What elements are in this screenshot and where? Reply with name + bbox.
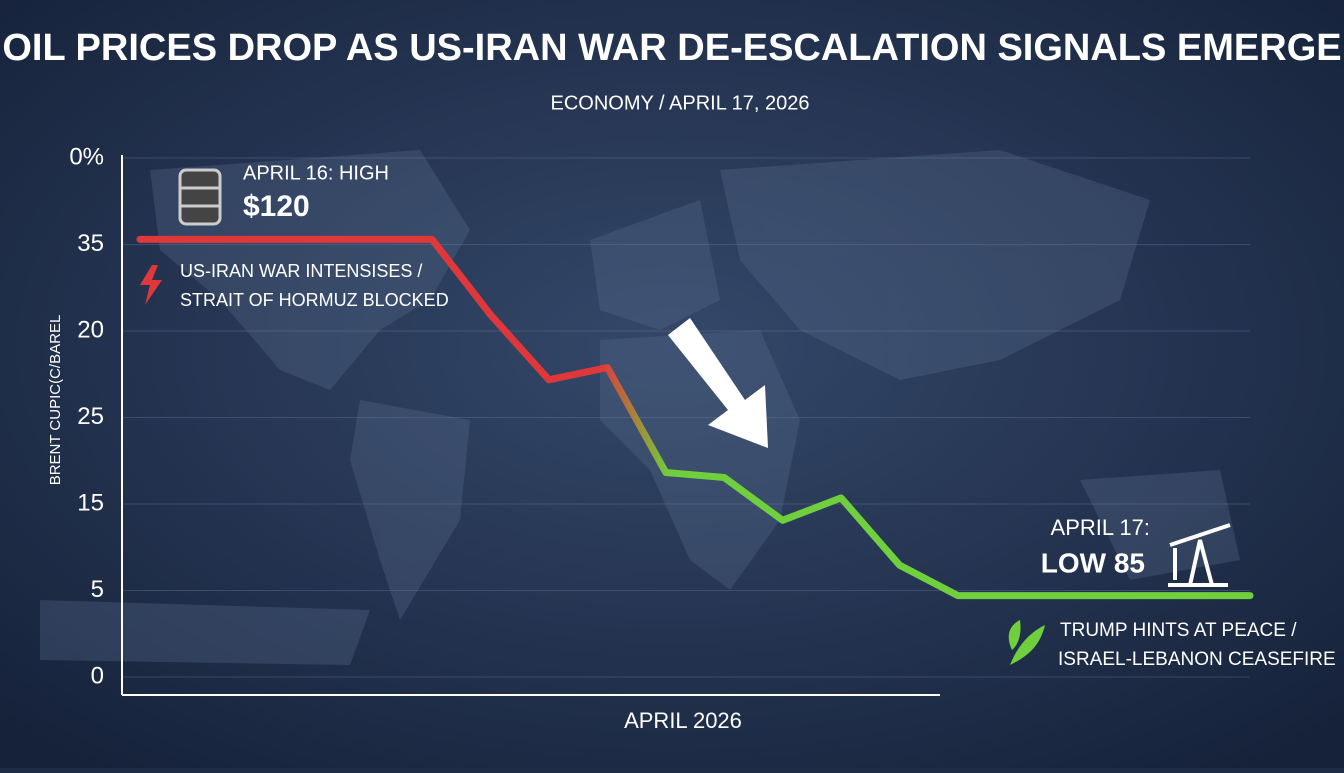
annotation: $120 xyxy=(243,190,310,223)
y-tick-label: 15 xyxy=(77,489,104,516)
annotation: APRIL 17: xyxy=(1051,515,1150,540)
annotation: APRIL 16: HIGH xyxy=(243,162,389,184)
leaf-icon xyxy=(1008,620,1045,665)
y-tick-label: 25 xyxy=(77,403,104,430)
y-tick-label: 0% xyxy=(69,143,104,170)
annotation: ISRAEL-LEBANON CEASEFIRE xyxy=(1058,649,1336,670)
y-axis-label: BRENT CUPIC(C/BAREL xyxy=(47,315,64,486)
y-tick-label: 0 xyxy=(91,662,104,689)
chart-subtitle: ECONOMY / APRIL 17, 2026 xyxy=(550,92,809,114)
oil-pump-icon xyxy=(1168,523,1231,587)
lightning-icon xyxy=(140,265,162,305)
y-tick-label: 35 xyxy=(77,230,104,257)
annotation: US-IRAN WAR INTENSISES / xyxy=(180,261,422,281)
annotation: LOW 85 xyxy=(1041,547,1145,578)
y-tick-label: 5 xyxy=(91,576,104,603)
price-line xyxy=(136,235,1254,600)
barrel-icon xyxy=(178,168,222,226)
annotation: TRUMP HINTS AT PEACE / xyxy=(1060,620,1297,641)
annotation: STRAIT OF HORMUZ BLOCKED xyxy=(180,290,449,310)
chart-title: OIL PRICES DROP AS US-IRAN WAR DE-ESCALA… xyxy=(2,27,1341,69)
x-axis-label: APRIL 2026 xyxy=(624,708,742,733)
down-arrow xyxy=(668,318,768,448)
y-tick-label: 20 xyxy=(77,316,104,343)
